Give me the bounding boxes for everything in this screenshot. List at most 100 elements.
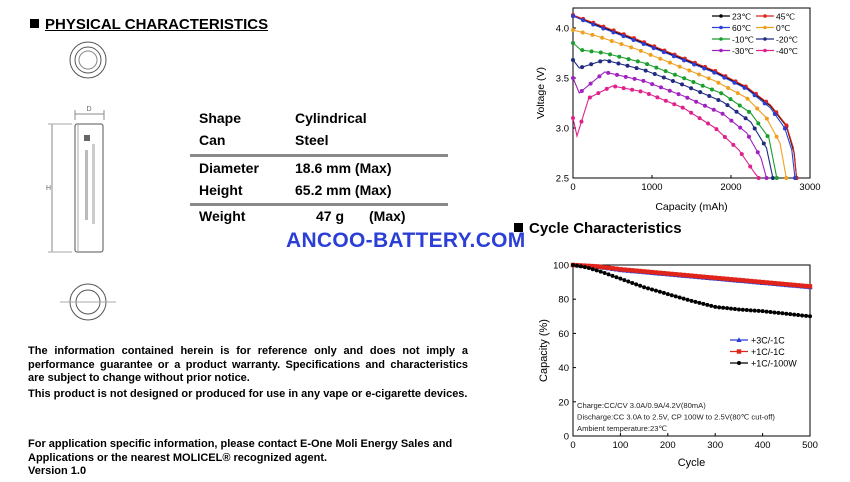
legend-item-45: 45℃ [756,11,795,21]
chart-legend: 23℃ 45℃ 60℃ 0℃ -10℃ -20℃ -30℃ -40℃ [712,11,798,56]
data-point [618,267,623,272]
data-point [685,95,690,100]
data-point [691,79,696,84]
legend-label: -20℃ [776,34,798,44]
legend-item-3c-1c: +3C/-1C [730,335,785,345]
legend-label: -10℃ [732,34,754,44]
spec-weight-unit: (Max) [369,208,406,224]
data-point [646,286,651,291]
data-point [582,265,587,270]
data-point [571,41,575,45]
data-point [732,307,737,312]
spec-can-value: Steel [295,132,329,148]
x-tick-label: 500 [802,440,818,451]
data-point [602,270,607,275]
data-point [697,116,702,121]
chart-annotation: Ambient temperature:23℃ [577,424,667,433]
data-point [736,277,742,283]
data-point [756,279,761,284]
data-point [637,268,643,274]
legend-marker [763,25,767,30]
data-point [616,61,621,66]
data-point [792,282,797,288]
data-point [729,118,734,123]
data-point [705,302,710,307]
data-point [719,91,724,96]
data-point [764,116,769,121]
data-point [731,142,736,147]
data-point [602,265,607,270]
series-1c-1c [570,262,813,289]
data-point [755,150,760,155]
data-point [756,308,761,313]
data-point [634,66,639,71]
y-tick-label: 4.0 [556,24,569,35]
data-point [665,292,670,297]
data-point [752,279,757,284]
spec-diameter-label: Diameter [199,160,259,176]
data-point [764,176,769,180]
spec-weight-label: Weight [199,208,246,224]
data-point [632,76,637,81]
legend-label: 0℃ [776,23,791,33]
data-point [621,34,626,39]
spec-divider [190,154,448,157]
legend-marker [763,14,767,18]
data-point [663,98,668,103]
data-point [694,99,699,104]
data-point [604,86,609,91]
legend-marker [763,37,767,41]
data-point [808,314,812,319]
data-point [641,78,646,83]
data-point [756,176,761,180]
data-point [697,72,702,77]
data-point [670,78,675,83]
data-point [625,63,630,68]
legend-item-1c-1c: +1C/-1C [730,347,785,357]
data-point [653,270,659,275]
data-point [663,69,668,74]
side-view-icon [48,110,105,253]
legend-marker [719,37,723,41]
dim-h-label: H [46,185,51,192]
y-tick-label: 20 [558,397,569,408]
data-point [638,283,643,288]
data-point [672,102,677,107]
data-point [800,313,805,318]
data-point [745,96,750,101]
data-point [677,295,682,300]
data-point [596,91,601,96]
spec-weight-value: 47 g [316,208,345,224]
series-1c-100w [571,263,812,319]
data-point [746,134,751,139]
data-point [606,265,611,271]
legend-label: 23℃ [732,11,751,21]
data-point [658,85,663,90]
data-point [621,86,626,91]
data-point [681,58,686,63]
data-point [588,81,593,86]
data-point [720,276,726,281]
data-point [652,72,657,77]
data-point [598,59,603,64]
data-point [614,72,619,77]
data-point [680,82,685,87]
usage-note: This product is not designed or produced… [28,388,468,400]
spec-can-label: Can [199,132,226,148]
data-point [600,35,605,40]
data-point [706,121,711,126]
legend-marker [719,48,723,53]
data-point [641,42,646,47]
data-point [709,87,714,92]
data-point [732,80,737,85]
data-point [594,264,599,269]
data-point [681,272,686,278]
legend-item-30: -30℃ [712,46,754,56]
legend-item-10: -10℃ [712,34,754,44]
watermark-text: ANCOO-BATTERY.COM [286,229,526,252]
data-point [635,59,640,64]
x-tick-label: 100 [612,440,628,451]
y-tick-label: 3.0 [556,124,569,135]
data-point [716,80,721,85]
data-point [661,270,667,276]
